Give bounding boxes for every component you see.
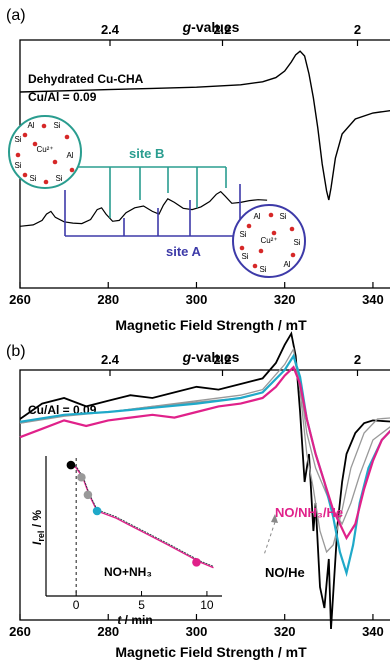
top-axis-tick-label: 2.4	[101, 22, 120, 37]
inset-background	[46, 454, 222, 596]
site-b-stick-diagram	[65, 166, 227, 218]
svg-text:Si: Si	[259, 265, 266, 274]
svg-text:Cu²⁺: Cu²⁺	[260, 236, 277, 245]
panel-b-xlabel: Magnetic Field Strength / mT	[115, 644, 307, 660]
inset-x-tick-label: 5	[138, 598, 145, 612]
inset-xlabel-t: t	[117, 613, 122, 627]
inset-plot: 0 5 10 Irel / % t / min NO+NH₃	[30, 454, 222, 627]
top-axis-tick-label: 2.2	[213, 22, 231, 37]
top-axis-title-rest: -values	[191, 349, 239, 365]
top-axis-g-letter: g	[182, 19, 192, 35]
spectrum-dehydrated-full	[19, 50, 390, 201]
top-axis-tick-label: 2	[354, 352, 361, 367]
panel-b: (b) g-values 2.4 2.2 2 Cu/Al = 0.09 NO/NH₃…	[6, 331, 390, 660]
panel-a-xlabel: Magnetic Field Strength / mT	[115, 317, 307, 333]
inset-ticks: 0 5 10	[73, 591, 214, 612]
panel-b-top-axis-title: g-values	[182, 349, 240, 365]
x-axis-tick-label: 280	[97, 292, 119, 307]
svg-text:Si: Si	[14, 135, 21, 144]
structure-ring	[232, 204, 306, 278]
panel-b-spectra	[19, 331, 390, 630]
inset-xlabel: t / min	[117, 613, 152, 627]
site-a-label: site A	[166, 244, 202, 259]
inset-data-trace	[69, 462, 214, 567]
svg-text:Si: Si	[29, 174, 36, 183]
x-axis-tick-label: 340	[362, 624, 384, 639]
spectrum-dehydrated-magnified	[19, 190, 268, 227]
svg-text:Si: Si	[14, 161, 21, 170]
svg-text:Al: Al	[283, 260, 290, 269]
svg-text:Si: Si	[239, 230, 246, 239]
panel-b-bottom-ticks: 260 280 300 320 340	[9, 614, 384, 639]
structure-site-a: Al Si Si Si Si Si Al Cu²⁺	[232, 204, 306, 278]
top-axis-tick-label: 2.4	[101, 352, 120, 367]
x-axis-tick-label: 340	[362, 292, 384, 307]
svg-text:Si: Si	[53, 121, 60, 130]
x-axis-tick-label: 320	[274, 624, 296, 639]
inset-data-point	[66, 460, 76, 470]
svg-text:Si: Si	[279, 212, 286, 221]
inset-ylabel: Irel / %	[30, 510, 46, 545]
svg-text:Al: Al	[27, 121, 34, 130]
site-b-label: site B	[129, 146, 164, 161]
top-axis-g-letter: g	[182, 349, 192, 365]
x-axis-tick-label: 300	[186, 624, 208, 639]
x-axis-tick-label: 260	[9, 624, 31, 639]
spectrum-series-0	[19, 331, 390, 630]
spectrum-series-4	[19, 365, 390, 541]
inset-ylabel-unit: / %	[30, 510, 44, 531]
svg-text:Al: Al	[66, 151, 73, 160]
panel-a: (a) g-values 2.4 2.2 2 Dehydrated Cu-CHA C…	[6, 7, 390, 333]
inset-data-point	[192, 558, 201, 567]
top-axis-tick-label: 2	[354, 22, 361, 37]
legend-label-no-nh3-he: NO/NH₃/He	[275, 505, 343, 520]
arrow-head	[271, 514, 278, 523]
inset-ylabel-main: I	[30, 541, 44, 545]
x-axis-tick-label: 320	[274, 292, 296, 307]
annotation-cu-al-ratio: Cu/Al = 0.09	[28, 90, 97, 104]
arrow-shaft	[263, 521, 276, 556]
annotation-dehydrated: Dehydrated Cu-CHA	[28, 72, 144, 86]
inset-x-tick-label: 10	[200, 598, 214, 612]
svg-text:Si: Si	[55, 174, 62, 183]
top-axis-title-rest: -values	[191, 19, 239, 35]
panel-b-label: (b)	[6, 343, 26, 360]
structure-site-b: Al Si Si Al Si Si Si Cu²⁺	[8, 115, 82, 189]
panel-b-top-ticks: 2.4 2.2 2	[101, 352, 361, 376]
svg-text:Si: Si	[293, 238, 300, 247]
inset-x-tick-label: 0	[73, 598, 80, 612]
inset-data-point	[83, 490, 93, 500]
panel-a-top-ticks: 2.4 2.2 2	[101, 22, 361, 46]
x-axis-tick-label: 280	[97, 624, 119, 639]
site-a-stick-diagram	[64, 184, 241, 237]
inset-fit-curve	[69, 463, 214, 569]
inset-ylabel-sub: rel	[36, 531, 46, 542]
panel-a-label: (a)	[6, 7, 26, 24]
x-axis-tick-label: 300	[186, 292, 208, 307]
inset-xlabel-unit: / min	[121, 613, 152, 627]
legend-label-no-he: NO/He	[265, 565, 305, 580]
inset-points	[66, 460, 201, 567]
x-axis-tick-label: 260	[9, 292, 31, 307]
inset-annotation: NO+NH₃	[104, 565, 152, 579]
panel-b-frame	[19, 369, 390, 621]
panel-a-top-axis-title: g-values	[182, 19, 240, 35]
inset-data-point	[92, 506, 102, 516]
svg-text:Si: Si	[241, 252, 248, 261]
svg-text:Al: Al	[253, 212, 260, 221]
panel-a-bottom-ticks: 260 280 300 320 340	[9, 282, 384, 307]
top-axis-tick-label: 2.2	[213, 352, 231, 367]
inset-data-point	[77, 472, 86, 482]
svg-text:Cu²⁺: Cu²⁺	[36, 145, 53, 154]
